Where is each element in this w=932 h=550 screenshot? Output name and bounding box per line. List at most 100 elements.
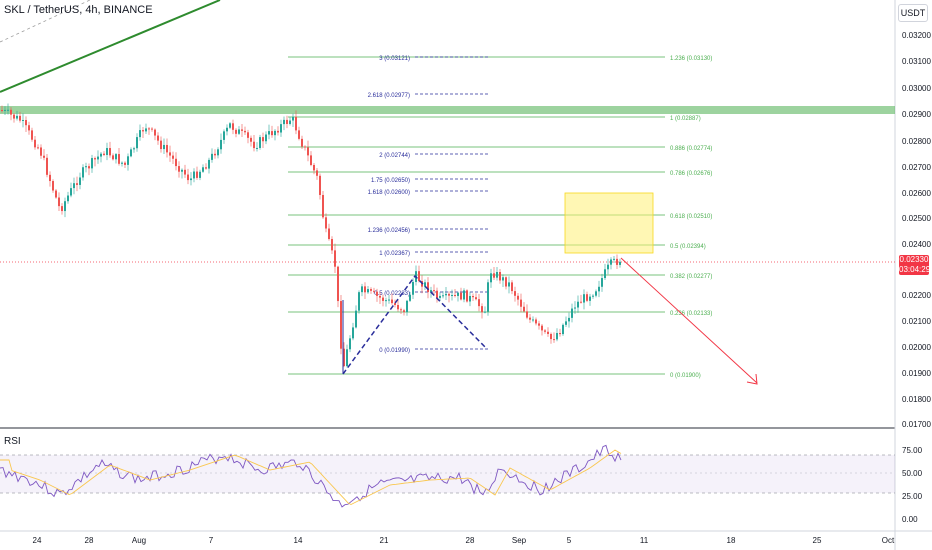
candle-body <box>496 272 498 278</box>
candle-body <box>214 153 216 156</box>
candle-body <box>487 282 489 312</box>
forecast-arrow[interactable] <box>620 257 758 384</box>
candle-body <box>268 131 270 135</box>
candle-body <box>37 147 39 149</box>
candle-body <box>409 294 411 301</box>
candle-body <box>385 300 387 302</box>
candle-body <box>361 286 363 293</box>
current-price: 0.02330 <box>899 255 929 264</box>
candle-body <box>160 140 162 150</box>
time-tick: 7 <box>208 536 214 545</box>
candle-body <box>58 197 60 207</box>
fib-right-label: 0.382 (0.02277) <box>670 274 712 280</box>
candle-body <box>217 149 219 156</box>
candle-body <box>136 137 138 149</box>
candlestick-series[interactable] <box>1 103 621 368</box>
price-tick: 0.02500 <box>902 214 931 223</box>
candle-body <box>112 155 114 160</box>
trendline-green[interactable] <box>0 0 221 93</box>
candle-body <box>67 195 69 202</box>
candle-body <box>184 169 186 175</box>
candle-body <box>610 259 612 265</box>
candle-body <box>313 164 315 171</box>
candle-body <box>34 139 36 148</box>
candle-body <box>439 295 441 298</box>
candle-body <box>328 228 330 240</box>
resistance-zone[interactable] <box>0 106 895 114</box>
candle-body <box>1 110 3 111</box>
time-tick: 5 <box>566 536 572 545</box>
candle-body <box>535 319 537 324</box>
candle-body <box>46 157 48 175</box>
candle-body <box>148 128 150 130</box>
rsi-tick: 75.00 <box>902 446 923 455</box>
fib-right-label: 0 (0.01900) <box>670 373 701 379</box>
candle-body <box>103 153 105 155</box>
candle-body <box>541 325 543 331</box>
candle-body <box>481 306 483 313</box>
candle-body <box>190 178 192 181</box>
candle-body <box>394 303 396 305</box>
candle-body <box>262 137 264 142</box>
candle-body <box>349 338 351 350</box>
target-zone[interactable] <box>564 192 654 254</box>
candle-body <box>73 183 75 189</box>
candle-body <box>550 333 552 340</box>
candle-body <box>472 296 474 298</box>
price-tick: 0.02400 <box>902 240 931 249</box>
candle-body <box>454 295 456 297</box>
candle-body <box>562 324 564 335</box>
candle-body <box>7 109 9 111</box>
candle-body <box>376 291 378 296</box>
candle-body <box>412 281 414 295</box>
candle-body <box>544 330 546 332</box>
candle-body <box>460 292 462 300</box>
candle-body <box>223 131 225 140</box>
candle-body <box>10 109 12 115</box>
candle-body <box>337 266 339 302</box>
candle-body <box>274 130 276 136</box>
candle-body <box>607 264 609 270</box>
candle-body <box>418 271 420 282</box>
candle-body <box>574 307 576 309</box>
candle-body <box>457 292 459 296</box>
candle-body <box>556 333 558 340</box>
time-tick: 24 <box>32 536 42 545</box>
fib-extension[interactable] <box>415 56 488 350</box>
candle-body <box>85 166 87 168</box>
candle-body <box>61 206 63 212</box>
candle-body <box>316 170 318 176</box>
candle-body <box>598 286 600 292</box>
candle-body <box>514 291 516 296</box>
rsi-line[interactable] <box>0 444 622 508</box>
rsi-tick: 25.00 <box>902 492 923 501</box>
currency-selector[interactable]: USDT <box>898 4 928 22</box>
candle-body <box>256 147 258 149</box>
harmonic-pattern[interactable] <box>342 274 488 375</box>
candle-body <box>511 282 513 292</box>
candle-body <box>232 123 234 130</box>
candle-body <box>595 291 597 296</box>
candle-body <box>220 139 222 150</box>
candle-body <box>118 154 120 164</box>
candle-body <box>94 158 96 160</box>
candle-body <box>433 290 435 292</box>
candle-body <box>508 282 510 287</box>
candle-body <box>52 181 54 191</box>
candle-body <box>181 169 183 172</box>
candle-body <box>235 129 237 134</box>
candle-body <box>100 153 102 157</box>
candle-body <box>76 183 78 185</box>
rsi-tick: 50.00 <box>902 469 923 478</box>
candle-body <box>115 154 117 160</box>
candle-body <box>196 171 198 178</box>
trendline-dashed[interactable] <box>0 0 91 43</box>
candle-body <box>589 296 591 301</box>
candle-body <box>265 134 267 142</box>
candle-body <box>532 319 534 321</box>
candle-body <box>55 190 57 198</box>
candle-body <box>553 339 555 341</box>
candle-body <box>505 277 507 287</box>
rsi-ma-line[interactable] <box>0 449 622 506</box>
